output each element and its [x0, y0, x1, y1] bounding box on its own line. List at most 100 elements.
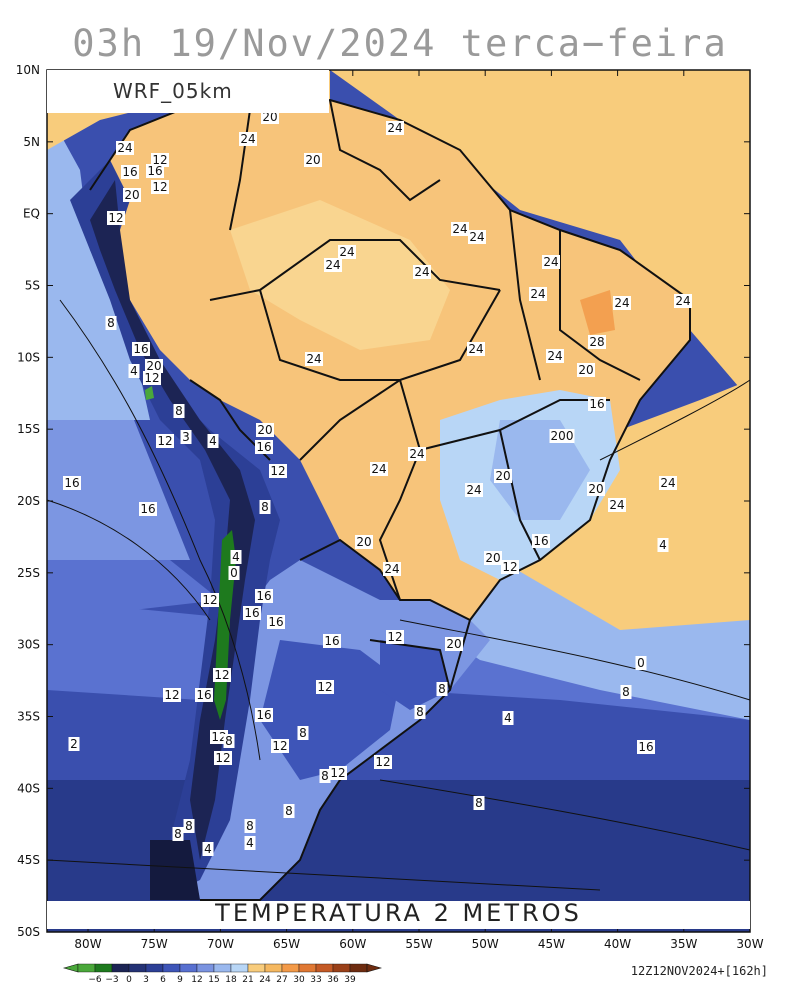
contour-label-text: 16 — [244, 606, 259, 620]
contour-label: 16 — [255, 589, 273, 603]
contour-label: 24 — [408, 447, 426, 461]
contour-label-text: 24 — [384, 562, 399, 576]
colorbar-tick-label: 39 — [344, 975, 356, 985]
contour-label: 8 — [620, 685, 632, 699]
colorbar-tick-label: 9 — [177, 975, 183, 985]
contour-label-text: 4 — [232, 550, 240, 564]
contour-label: 2 — [68, 737, 80, 751]
contour-label-text: 8 — [185, 819, 193, 833]
contour-label-text: 200 — [551, 429, 574, 443]
contour-label: 24 — [370, 462, 388, 476]
contour-label-text: 16 — [268, 615, 283, 629]
latitude-tick-label: 15S — [17, 422, 40, 436]
colorbar-tick-label: 12 — [191, 975, 202, 985]
contour-label-text: 16 — [638, 740, 653, 754]
contour-label: 12 — [269, 464, 287, 478]
contour-label: 12 — [501, 560, 519, 574]
colorbar-swatch — [298, 963, 317, 973]
colorbar-tick-label: 24 — [259, 975, 271, 985]
contour-label-text: 12 — [214, 668, 229, 682]
contour-label: 20 — [304, 153, 322, 167]
contour-label: 20 — [577, 363, 595, 377]
contour-label-text: 16 — [122, 165, 137, 179]
latitude-tick-label: 35S — [17, 710, 40, 724]
contour-label-text: 8 — [622, 685, 630, 699]
contour-label: 12 — [156, 434, 174, 448]
longitude-tick-label: 65W — [273, 937, 300, 951]
contour-label: 4 — [502, 711, 514, 725]
contour-label: 3 — [180, 430, 192, 444]
colorbar-swatch — [281, 963, 300, 973]
contour-label: 0 — [228, 566, 240, 580]
contour-label-text: 8 — [416, 705, 424, 719]
longitude-tick-label: 55W — [405, 937, 432, 951]
colorbar-swatch — [145, 963, 164, 973]
contour-label: 24 — [305, 352, 323, 366]
contour-label-text: 20 — [262, 110, 277, 124]
contour-label: 8 — [283, 804, 295, 818]
uruguay-cool — [380, 640, 450, 710]
contour-label-text: 16 — [147, 164, 162, 178]
contour-label: 16 — [532, 534, 550, 548]
contour-label-text: 4 — [209, 434, 217, 448]
longitude-tick-label: 75W — [141, 937, 168, 951]
contour-label: 16 — [139, 502, 157, 516]
contour-label: 16 — [195, 688, 213, 702]
contour-label-text: 8 — [175, 404, 183, 418]
contour-label-text: 12 — [215, 751, 230, 765]
contour-label: 24 — [608, 498, 626, 512]
latitude-tick-label: 30S — [17, 638, 40, 652]
contour-label-text: 20 — [305, 153, 320, 167]
patagonia-coldest — [150, 840, 200, 900]
colorbar: −6 −3 0 3 6 9 12 15 18 21 24 27 30 33 36 39 — [62, 963, 383, 985]
amazon-interior — [230, 200, 450, 350]
contour-label-text: 16 — [256, 708, 271, 722]
contour-label-text: 24 — [543, 255, 558, 269]
longitude-tick-label: 40W — [604, 937, 631, 951]
colorbar-swatch — [264, 963, 283, 973]
contour-label-text: 24 — [547, 349, 562, 363]
latitude-tick-label: 45S — [17, 853, 40, 867]
contour-label: 8 — [173, 404, 185, 418]
contour-label: 12 — [271, 739, 289, 753]
contour-label-text: 4 — [504, 711, 512, 725]
contour-label-text: 24 — [117, 141, 132, 155]
contour-label: 24 — [324, 258, 342, 272]
contour-label: 24 — [451, 222, 469, 236]
colorbar-swatch — [162, 963, 181, 973]
colorbar-swatch — [332, 963, 351, 973]
contour-label: 12 — [107, 211, 125, 225]
contour-label: 24 — [465, 483, 483, 497]
contour-label-text: 8 — [475, 796, 483, 810]
contour-label: 16 — [121, 165, 139, 179]
contour-label: 16 — [588, 397, 606, 411]
contour-label-text: 8 — [285, 804, 293, 818]
colorbar-tick-label: 0 — [126, 975, 132, 985]
contour-label-text: 12 — [330, 766, 345, 780]
contour-label-text: 16 — [256, 440, 271, 454]
latitude-tick-label: 25S — [17, 566, 40, 580]
contour-label-text: 24 — [468, 342, 483, 356]
colorbar-tick-label: 33 — [310, 975, 321, 985]
contour-label: 24 — [338, 245, 356, 259]
contour-label: 4 — [657, 538, 669, 552]
contour-label: 0 — [635, 656, 647, 670]
contour-label-text: 12 — [502, 560, 517, 574]
colorbar-tick-label: 21 — [242, 975, 253, 985]
contour-label: 12 — [386, 630, 404, 644]
contour-label: 16 — [255, 708, 273, 722]
contour-label: 20 — [261, 110, 279, 124]
contour-label-text: 16 — [140, 502, 155, 516]
contour-label-text: 12 — [164, 688, 179, 702]
latitude-tick-label: 10S — [17, 350, 40, 364]
contour-label-text: 16 — [256, 589, 271, 603]
contour-label: 4 — [207, 434, 219, 448]
contour-label: 4 — [244, 836, 256, 850]
andes-subzero-north — [145, 386, 154, 400]
contour-label: 24 — [613, 296, 631, 310]
contour-label-text: 24 — [409, 447, 424, 461]
contour-label-text: 12 — [211, 730, 226, 744]
contour-label: 24 — [386, 121, 404, 135]
latitude-tick-label: 40S — [17, 781, 40, 795]
colorbar-tick-label: 3 — [143, 975, 149, 985]
